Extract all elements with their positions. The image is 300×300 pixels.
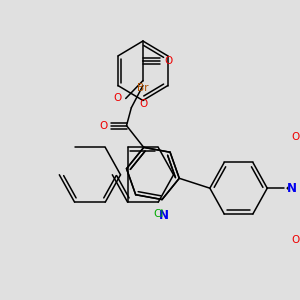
Text: Cl: Cl [153, 209, 164, 219]
Text: O: O [164, 56, 172, 66]
Text: N: N [287, 182, 297, 195]
Text: O: O [114, 94, 122, 103]
Text: O: O [99, 121, 107, 130]
Text: O: O [292, 235, 300, 245]
Text: N: N [159, 209, 169, 222]
Text: O: O [292, 132, 300, 142]
Text: O: O [139, 99, 147, 109]
Text: Br: Br [137, 82, 149, 92]
